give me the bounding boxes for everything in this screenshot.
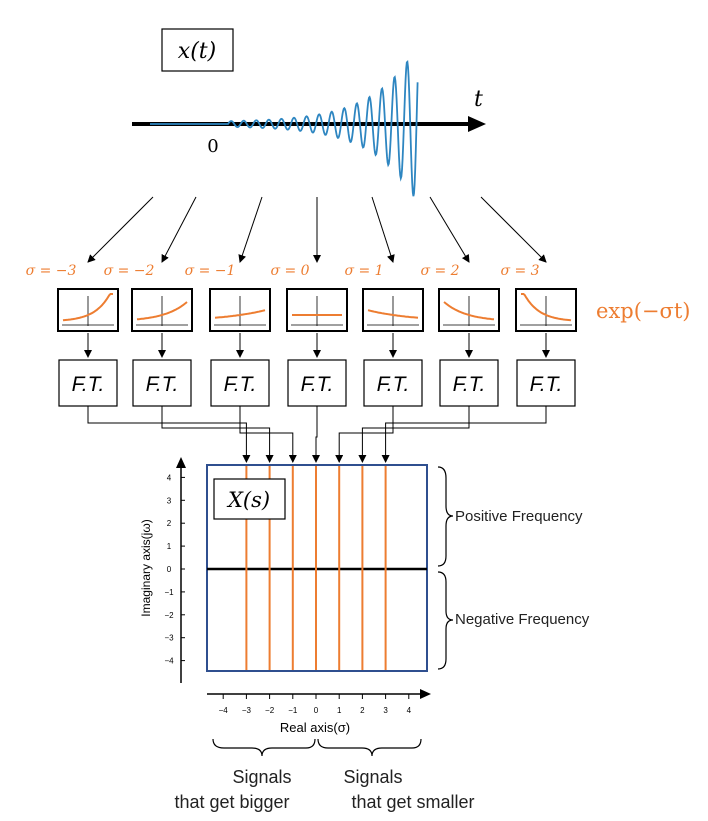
transform-box [213,478,286,520]
sigma-label: σ = 1 [344,263,383,279]
ft-to-splane-connectors [87,406,547,463]
origin-label: 0 [207,136,218,157]
ft-box [439,359,499,407]
signal-to-sigma-arrows [87,196,547,263]
real-axis-tick-label: −4 [219,706,229,715]
bigger-signals-label-1: Signals [232,767,291,787]
smaller-signals-label-1: Signals [343,767,402,787]
ft-connector [161,406,274,463]
imag-axis-tick-label: −2 [164,611,174,620]
exp-weight-curve [136,301,188,321]
sigma-label: σ = −2 [104,263,155,279]
negative-frequency-brace [437,571,454,670]
imag-axis-tick-label: 0 [167,565,172,574]
positive-frequency-brace [437,466,454,567]
signal-arrow [480,196,547,263]
real-axis-tick-label: 1 [337,706,342,715]
bigger-signals-label-2: that get bigger [174,792,289,812]
real-axis-tick-label: 2 [360,706,365,715]
growth-annotations: Signals that get bigger Signals that get… [174,738,475,812]
ft-box-label: F.T. [72,373,105,396]
ft-box [58,359,118,407]
sigma-label: σ = 3 [500,263,539,279]
imag-axis-tick-label: −3 [164,634,174,643]
real-axis-tick-label: −1 [288,706,298,715]
ft-connector [335,406,394,463]
imag-axis-ticks: 4 3 2 1 0 −1 −2 −3 −4 [164,473,185,666]
growing-oscillation-wave [150,59,419,197]
ft-box-label: F.T. [530,373,563,396]
negative-frequency-label: Negative Frequency [455,611,590,628]
frequency-annotations: Positive Frequency Negative Frequency [437,466,590,670]
ft-box [287,359,347,407]
exp-weight-curve [521,293,572,322]
imag-axis-tick-label: −1 [164,588,174,597]
smaller-signals-label-2: that get smaller [351,792,474,812]
positive-frequency-label: Positive Frequency [455,508,583,525]
imag-axis-label: Imaginary axis(jω) [139,519,153,616]
signal-arrow [429,196,470,263]
signal-box-label: x(t) [178,39,216,64]
imag-axis-tick-label: 2 [167,519,172,528]
ft-connector [381,406,547,463]
imag-axis-tick-label: 4 [167,473,172,482]
time-axis-arrowhead [468,116,486,132]
signal-arrow [371,196,395,263]
ft-box-label: F.T. [301,373,334,396]
signal-arrow [87,196,154,263]
imag-axis-arrowhead [176,457,186,468]
ft-box-label: F.T. [377,373,410,396]
vertical-sigma-lines [245,466,387,670]
real-axis-label: Real axis(σ) [280,720,350,735]
ft-box-label: F.T. [453,373,486,396]
ft-box-label: F.T. [224,373,257,396]
real-axis-tick-label: 3 [383,706,388,715]
ft-box [132,359,192,407]
exp-weight-curve [367,309,419,319]
sigma-label: σ = 0 [270,263,309,279]
sigma-label: σ = −3 [26,263,77,279]
ft-connector [239,406,297,463]
signal-arrow [161,196,197,263]
signal-section: x(t) t 0 [132,28,486,197]
ft-box [210,359,270,407]
fourier-transform-boxes: F.T. F.T. F.T. F.T. F.T. F.T. F.T. [58,359,576,407]
ft-connector [312,406,320,463]
s-plane: 4 3 2 1 0 −1 −2 −3 −4 Imaginary axis(jω) X(s) −4… [139,457,431,735]
imag-axis-tick-label: 3 [167,496,172,505]
exp-weight-curve [214,309,266,319]
exp-label: exp(−σt) [596,299,690,323]
ft-connector [87,406,251,463]
imag-axis-tick-label: −4 [164,657,174,666]
ft-box [363,359,423,407]
ft-box-label: F.T. [146,373,179,396]
real-axis-tick-label: −2 [265,706,275,715]
signal-arrow [238,196,263,263]
real-axis-tick-label: −3 [242,706,252,715]
real-axis-tick-label: 4 [407,706,412,715]
exp-weight-curve [62,293,113,322]
transform-box-label: X(s) [226,488,270,512]
sigma-labels: σ = −3 σ = −2 σ = −1 σ = 0 σ = 1 σ = 2 σ = 3 [26,263,540,279]
sigma-label: σ = 2 [420,263,459,279]
exp-weight-boxes [57,288,577,358]
imag-axis-tick-label: 1 [167,542,172,551]
sigma-label: σ = −1 [185,263,236,279]
real-axis-arrowhead [420,689,431,699]
time-axis-label: t [474,87,483,112]
smaller-signals-brace [317,738,422,757]
ft-connector [358,406,470,463]
bigger-signals-brace [212,738,316,757]
real-axis-ticks: −4 −3 −2 −1 0 1 2 3 4 [219,694,412,715]
exp-weight-curve [443,301,495,321]
signal-box [161,28,234,72]
real-axis-tick-label: 0 [314,706,319,715]
